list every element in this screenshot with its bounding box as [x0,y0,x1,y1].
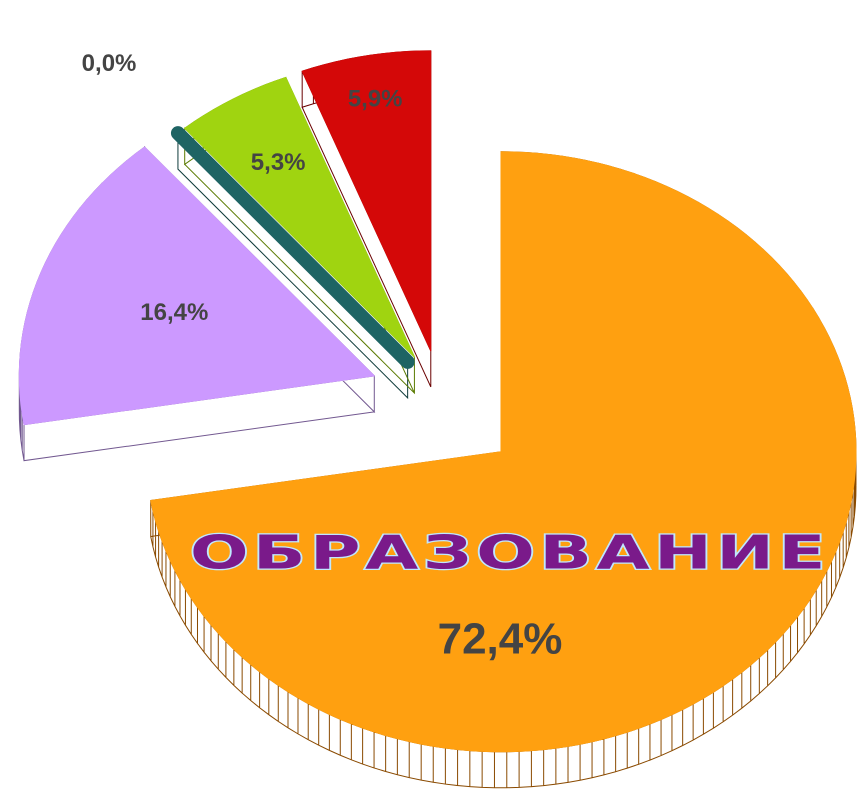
slice [301,50,432,352]
category-label: ОБРАЗОВАНИЕ [190,526,830,580]
value-label: 5,3% [251,149,306,176]
slice [170,126,415,369]
value-label: 16,4% [140,299,208,326]
slice [18,146,375,426]
slice-side [177,131,409,400]
value-label: 0,0% [82,50,137,77]
value-label: 5,9% [348,86,403,113]
slice [150,151,857,753]
slice [184,76,415,358]
value-label: 72,4% [438,615,563,664]
